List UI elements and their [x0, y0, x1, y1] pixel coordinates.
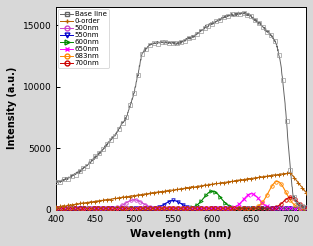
Y-axis label: Intensity (a.u.): Intensity (a.u.): [7, 67, 17, 150]
Legend: Base line, 0-order, 500nm, 550nm, 600nm, 650nm, 683nm, 700nm: Base line, 0-order, 500nm, 550nm, 600nm,…: [58, 9, 109, 68]
X-axis label: Wavelength (nm): Wavelength (nm): [130, 229, 232, 239]
